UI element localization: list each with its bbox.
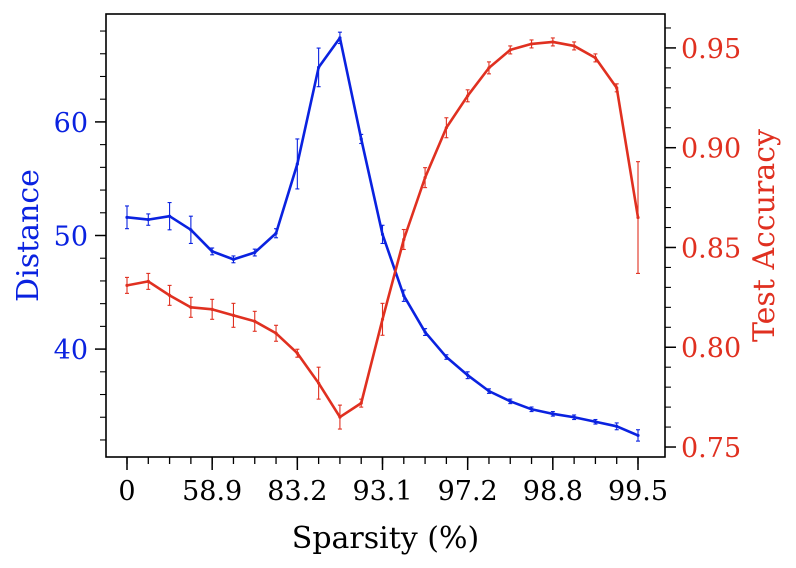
data-point <box>423 176 427 180</box>
y-left-axis-title: Distance <box>11 169 46 302</box>
plot-frame <box>105 13 666 458</box>
x-tick-label: 0 <box>118 476 135 507</box>
data-point <box>125 215 129 219</box>
data-point <box>231 257 236 261</box>
data-point <box>529 42 534 46</box>
data-point <box>125 283 129 287</box>
y-right-tick-label: 0.85 <box>681 233 741 264</box>
series-test-accuracy <box>125 37 640 430</box>
data-point <box>253 319 257 323</box>
data-point <box>380 317 385 321</box>
x-axis-title: Sparsity (%) <box>292 521 479 556</box>
y-left-tick-label: 50 <box>54 222 88 253</box>
data-point <box>317 381 321 385</box>
series-distance <box>125 31 640 442</box>
data-point <box>359 137 363 141</box>
y-right-axis-title: Test Accuracy <box>747 129 782 342</box>
data-point <box>317 65 321 69</box>
x-tick-label: 83.2 <box>267 476 327 507</box>
data-point <box>529 407 534 411</box>
data-point <box>402 294 406 298</box>
data-point <box>423 330 427 334</box>
data-point <box>146 217 150 222</box>
data-point <box>380 232 385 236</box>
y-right-tick-label: 0.80 <box>681 333 741 364</box>
data-point <box>466 373 470 377</box>
data-point <box>487 66 491 70</box>
data-point <box>189 305 193 309</box>
x-tick-label: 97.2 <box>438 476 498 507</box>
data-point <box>274 231 278 235</box>
y-right-tick-label: 0.75 <box>681 433 741 464</box>
y-left-tick-label: 60 <box>54 108 88 139</box>
y-right-tick-label: 0.95 <box>681 34 741 65</box>
data-point <box>487 389 491 393</box>
y-left-tick-label: 40 <box>54 335 88 366</box>
data-point <box>466 94 470 98</box>
data-point <box>338 36 342 40</box>
y-right-tick-label: 0.90 <box>681 134 741 165</box>
data-point <box>572 44 576 48</box>
data-point <box>210 307 214 311</box>
data-point <box>593 420 598 424</box>
data-point <box>167 214 172 218</box>
x-tick-label: 93.1 <box>352 476 412 507</box>
data-point <box>253 250 257 255</box>
data-point <box>615 86 619 90</box>
x-tick-label: 98.8 <box>523 476 583 507</box>
data-point <box>295 351 299 355</box>
data-point <box>508 399 512 403</box>
data-point <box>551 40 555 44</box>
data-point <box>189 228 193 232</box>
data-point <box>274 331 278 335</box>
data-point <box>231 313 236 317</box>
data-point <box>210 249 214 254</box>
data-point <box>636 433 640 438</box>
data-point <box>146 279 150 283</box>
data-point <box>508 48 512 52</box>
data-point <box>593 56 598 60</box>
x-tick-label: 99.5 <box>608 476 668 507</box>
data-point <box>444 126 448 130</box>
x-tick-label: 58.9 <box>182 476 242 507</box>
data-point <box>444 355 448 359</box>
data-point <box>615 424 619 428</box>
data-point <box>295 162 299 166</box>
data-point <box>551 412 555 416</box>
data-point <box>167 293 172 297</box>
data-point <box>402 237 406 242</box>
data-point <box>359 401 363 405</box>
data-point <box>338 415 342 419</box>
data-point <box>572 415 576 419</box>
data-point <box>636 215 640 220</box>
